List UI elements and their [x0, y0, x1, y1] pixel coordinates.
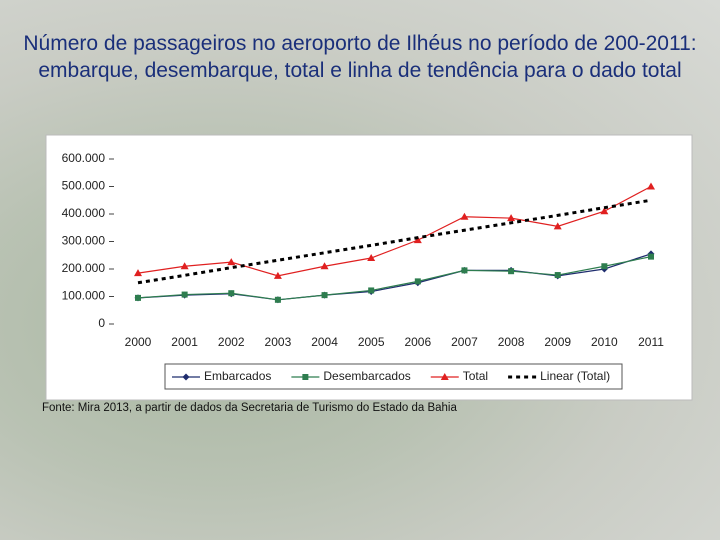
x-tick-label: 2007: [451, 335, 478, 349]
y-tick-label: 100.000: [62, 289, 106, 303]
data-point: [181, 291, 188, 298]
data-point: [554, 272, 561, 279]
source-note: Fonte: Mira 2013, a partir de dados da S…: [42, 402, 457, 414]
data-point: [460, 212, 469, 220]
data-point: [134, 269, 142, 277]
y-tick-label: 0: [98, 316, 105, 330]
x-tick-label: 2011: [638, 335, 664, 349]
legend-label: Embarcados: [204, 369, 271, 383]
x-tick-label: 2005: [358, 335, 385, 349]
legend-label: Total: [463, 369, 488, 383]
x-tick-label: 2010: [591, 335, 618, 349]
x-tick-label: 2006: [404, 335, 431, 349]
legend-label: Linear (Total): [540, 369, 610, 383]
x-tick-label: 2003: [265, 335, 292, 349]
x-tick-label: 2009: [544, 335, 571, 349]
data-point: [227, 258, 236, 266]
data-point: [273, 271, 282, 279]
data-point: [413, 236, 422, 244]
trend-line: [137, 198, 652, 285]
x-tick-label: 2008: [498, 335, 525, 349]
data-point: [414, 278, 421, 285]
y-tick-label: 600.000: [62, 151, 106, 165]
data-point: [553, 222, 562, 230]
data-point: [648, 253, 654, 260]
legend-marker: [182, 373, 190, 381]
data-point: [321, 292, 328, 299]
data-point: [368, 287, 375, 294]
chart-panel: [45, 134, 693, 401]
y-tick-label: 400.000: [62, 206, 106, 220]
x-tick-label: 2002: [218, 335, 245, 349]
x-tick-label: 2001: [171, 335, 198, 349]
legend-label: Desembarcados: [323, 369, 410, 383]
data-point: [461, 267, 468, 274]
y-tick-label: 300.000: [62, 234, 106, 248]
data-point: [274, 296, 281, 303]
data-point: [508, 268, 515, 275]
data-point: [135, 294, 141, 301]
data-point: [180, 262, 189, 270]
data-point: [601, 263, 608, 270]
legend-marker: [302, 374, 309, 380]
data-point: [507, 214, 516, 222]
y-tick-label: 200.000: [62, 261, 106, 275]
data-point: [228, 290, 235, 297]
y-tick-label: 500.000: [62, 179, 106, 193]
legend-box: [164, 363, 623, 390]
data-point: [367, 254, 376, 261]
data-point: [600, 207, 609, 215]
data-point: [647, 182, 655, 190]
data-point: [320, 262, 329, 270]
series-line: [137, 185, 652, 277]
chart-title: Número de passageiros no aeroporto de Il…: [23, 32, 697, 82]
x-tick-label: 2000: [125, 335, 152, 349]
series-line: [137, 256, 652, 301]
legend-marker: [440, 373, 449, 380]
x-tick-label: 2004: [311, 335, 338, 349]
